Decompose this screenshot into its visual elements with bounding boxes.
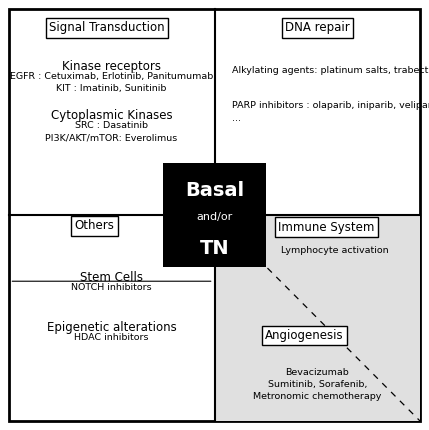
Text: Immune System: Immune System <box>278 221 374 233</box>
Text: NOTCH inhibitors: NOTCH inhibitors <box>71 283 152 292</box>
Text: Signal Transduction: Signal Transduction <box>49 22 165 34</box>
Text: Basal: Basal <box>185 181 244 200</box>
Text: Metronomic chemotherapy: Metronomic chemotherapy <box>253 392 382 401</box>
Text: Kinase receptors: Kinase receptors <box>62 60 161 73</box>
Text: ...: ... <box>232 114 241 123</box>
Text: KIT : Imatinib, Sunitinib: KIT : Imatinib, Sunitinib <box>56 84 167 93</box>
Text: Bevacizumab: Bevacizumab <box>286 368 349 377</box>
Text: Angiogenesis: Angiogenesis <box>265 329 344 342</box>
Text: TN: TN <box>199 239 230 258</box>
Text: Alkylating agents: platinum salts, trabectidin: Alkylating agents: platinum salts, trabe… <box>232 66 429 75</box>
Text: Others: Others <box>75 219 114 232</box>
Text: PI3K/AKT/mTOR: Everolimus: PI3K/AKT/mTOR: Everolimus <box>45 133 178 142</box>
Text: Epigenetic alterations: Epigenetic alterations <box>47 321 176 334</box>
Text: Lymphocyte activation: Lymphocyte activation <box>281 246 388 255</box>
Text: DNA repair: DNA repair <box>285 22 350 34</box>
Bar <box>163 163 266 267</box>
Text: and/or: and/or <box>196 212 233 222</box>
Text: EGFR : Cetuximab, Erlotinib, Panitumumab: EGFR : Cetuximab, Erlotinib, Panitumumab <box>10 72 213 81</box>
Bar <box>215 216 420 421</box>
Text: Stem Cells: Stem Cells <box>80 271 143 284</box>
Text: HDAC inhibitors: HDAC inhibitors <box>74 333 149 342</box>
Text: SRC : Dasatinib: SRC : Dasatinib <box>75 121 148 130</box>
Text: Cytoplasmic Kinases: Cytoplasmic Kinases <box>51 109 172 122</box>
Text: PARP inhibitors : olaparib, iniparib, veliparib,: PARP inhibitors : olaparib, iniparib, ve… <box>232 101 429 111</box>
Text: Sumitinib, Sorafenib,: Sumitinib, Sorafenib, <box>268 380 367 389</box>
